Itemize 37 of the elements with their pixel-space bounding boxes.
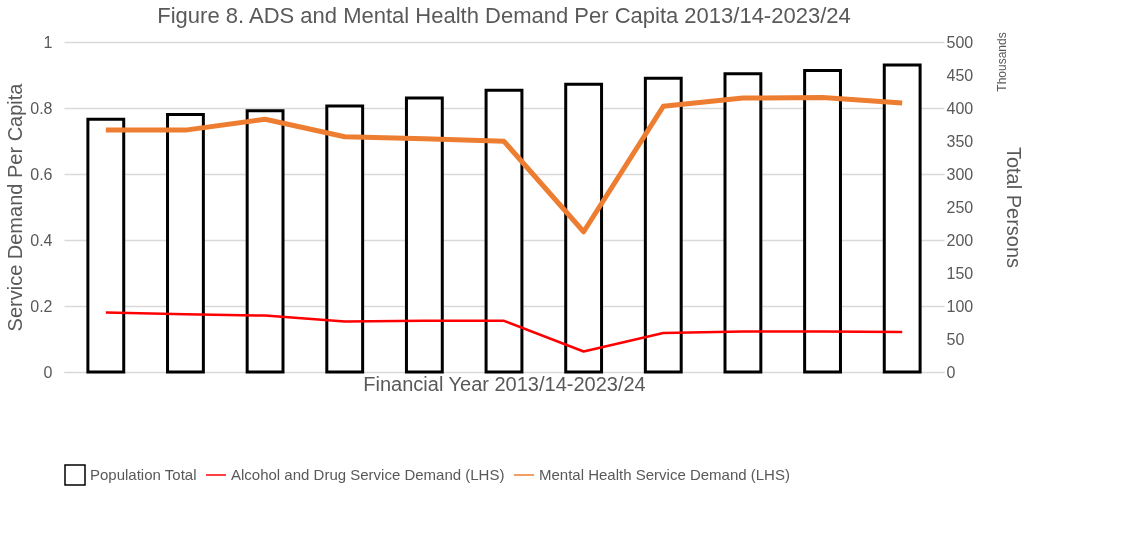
x-axis-title: Financial Year 2013/14-2023/24	[363, 372, 646, 395]
y2-tick-label: 350	[946, 132, 974, 150]
y2-tick-label: 250	[946, 198, 974, 216]
text: Thousands	[995, 32, 1009, 92]
y2-tick-label: 300	[946, 165, 974, 183]
y2-tick-label: 500	[946, 33, 974, 51]
legend-label: Population Total	[90, 466, 197, 483]
legend-label: Mental Health Service Demand (LHS)	[539, 466, 790, 483]
y-tick-label: 0.4	[30, 231, 53, 249]
y2-tick-label: 50	[946, 330, 965, 348]
bar	[325, 104, 365, 374]
bar	[166, 113, 205, 374]
bar	[404, 96, 444, 374]
y-tick-label: 1	[43, 33, 53, 51]
y-axis-title: Service Demand Per Capita	[4, 82, 27, 332]
bar	[245, 109, 285, 374]
y2-tick-label: 200	[946, 231, 974, 249]
bar	[484, 88, 524, 374]
bar	[803, 68, 842, 374]
y2-tick-label: 400	[946, 99, 974, 117]
y-tick-label: 0.2	[30, 297, 53, 315]
y2-tick-label: 150	[946, 264, 974, 282]
y-tick-label: 0.6	[30, 165, 53, 183]
bar	[882, 63, 922, 374]
y2-axis-title: Total Persons	[1003, 146, 1026, 269]
line-series	[104, 311, 904, 353]
y2-tick-label: 450	[946, 66, 974, 84]
bar	[86, 117, 126, 374]
y2-tick-label: 100	[946, 297, 974, 315]
bar	[643, 76, 683, 374]
y-tick-label: 0	[43, 363, 53, 381]
bar	[723, 72, 763, 374]
y2-tick-label: 0	[946, 363, 956, 381]
chart-title: Figure 8. ADS and Mental Health Demand Per Capita 2013/14-2023/24	[157, 3, 851, 29]
y-tick-label: 0.8	[30, 99, 53, 117]
bar	[564, 82, 604, 374]
legend-label: Alcohol and Drug Service Demand (LHS)	[231, 466, 505, 483]
